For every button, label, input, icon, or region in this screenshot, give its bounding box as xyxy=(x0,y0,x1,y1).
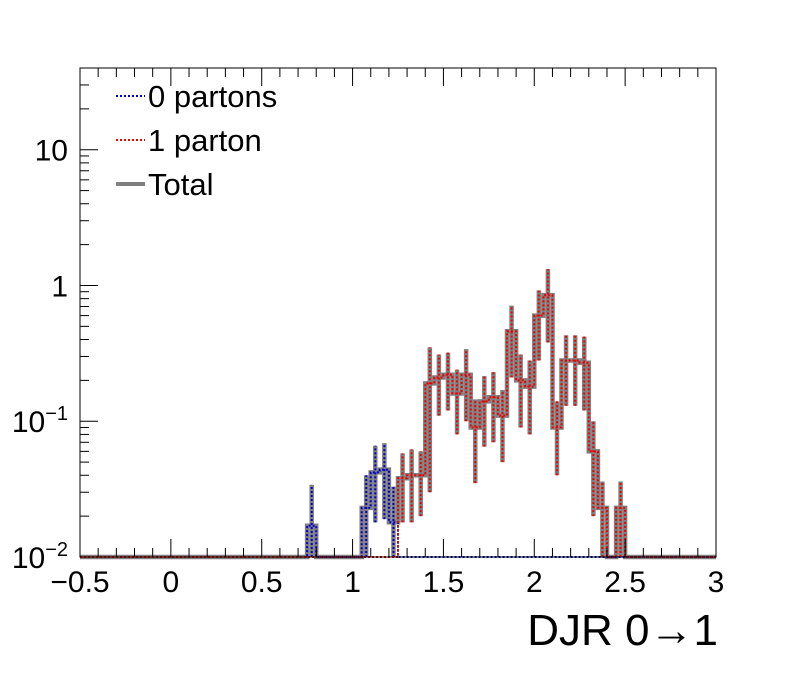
y-tick-label: 10 xyxy=(35,135,68,168)
x-tick-label: 1 xyxy=(344,566,361,599)
y-tick-label: 10−2 xyxy=(12,539,68,575)
axis-layer: −0.5 0 0.5 1 1.5 2 2.5 3 10−2 10−1 1 10 xyxy=(12,67,725,599)
y-tick-label: 1 xyxy=(51,270,68,303)
legend: 0 partons 1 parton Total xyxy=(116,79,277,202)
x-tick-label: 1.5 xyxy=(423,566,465,599)
x-tick-label: 0 xyxy=(163,566,180,599)
x-axis-label: DJR 0→1 xyxy=(527,606,718,655)
legend-label-1-parton: 1 parton xyxy=(148,123,262,158)
x-tick-label: 0.5 xyxy=(241,566,283,599)
x-tick-label: 2 xyxy=(526,566,543,599)
y-tick-label: 10−1 xyxy=(12,403,68,439)
plot-frame xyxy=(79,67,717,558)
x-tick-label: 2.5 xyxy=(604,566,646,599)
histogram-1-parton xyxy=(80,294,716,558)
series-layer xyxy=(80,269,716,560)
x-tick-label: 3 xyxy=(708,566,725,599)
legend-label-Total: Total xyxy=(148,167,213,202)
legend-label-0-partons: 0 partons xyxy=(148,79,277,114)
x-tick-label: −0.5 xyxy=(50,566,109,599)
